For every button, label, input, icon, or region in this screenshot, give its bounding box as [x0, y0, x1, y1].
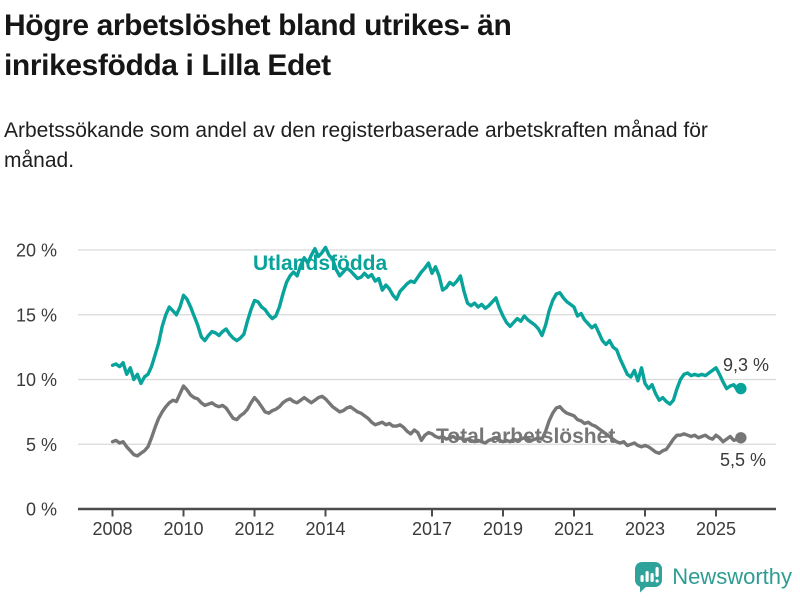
newsworthy-logo[interactable]: Newsworthy — [633, 560, 792, 593]
y-tick-label: 15 % — [16, 305, 57, 325]
y-tick-label: 5 % — [26, 435, 57, 455]
x-tick-label: 2017 — [412, 519, 452, 539]
page-subtitle: Arbetssökande som andel av den registerb… — [4, 119, 708, 173]
newsworthy-logo-icon — [635, 562, 663, 593]
x-tick-label: 2019 — [483, 519, 523, 539]
end-dot-utlandsfodda — [735, 382, 747, 395]
x-tick-label: 2023 — [625, 519, 665, 539]
newsworthy-logo-text: Newsworthy — [672, 563, 792, 589]
series-label-utlandsfodda: Utlandsfödda — [253, 252, 387, 275]
x-tick-label: 2021 — [554, 519, 594, 539]
end-value-label-total: 5,5 % — [720, 450, 766, 470]
x-tick-label: 2012 — [234, 519, 274, 539]
x-tick-label: 2025 — [696, 519, 736, 539]
y-tick-label: 20 % — [16, 241, 57, 261]
y-tick-label: 0 % — [26, 500, 57, 520]
series-line-total — [110, 384, 743, 458]
x-tick-label: 2008 — [92, 519, 132, 539]
series-line-utlandsfodda — [110, 245, 743, 406]
y-tick-label: 10 % — [16, 370, 57, 390]
x-tick-label: 2014 — [305, 519, 345, 539]
page-title: Högre arbetslöshet bland utrikes- än inr… — [4, 9, 512, 82]
end-value-label-utlandsfodda: 9,3 % — [723, 355, 769, 375]
series-label-total-arbetsloshet: Total arbetslöshet — [436, 425, 615, 448]
x-tick-label: 2010 — [163, 519, 203, 539]
end-dot-total — [735, 432, 747, 444]
